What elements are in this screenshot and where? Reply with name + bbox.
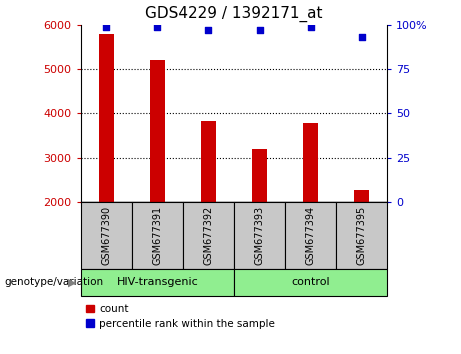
Text: control: control	[291, 277, 330, 287]
Bar	[252, 149, 267, 202]
Point	[154, 24, 161, 29]
Point	[102, 24, 110, 29]
Text: GSM677391: GSM677391	[152, 206, 162, 265]
Point	[307, 24, 314, 29]
Title: GDS4229 / 1392171_at: GDS4229 / 1392171_at	[145, 6, 323, 22]
Bar	[336, 202, 387, 269]
Bar	[354, 190, 369, 202]
Text: GSM677395: GSM677395	[357, 206, 366, 265]
Bar	[81, 269, 234, 296]
Legend: count, percentile rank within the sample: count, percentile rank within the sample	[86, 304, 275, 329]
Text: GSM677394: GSM677394	[306, 206, 316, 265]
Point	[205, 27, 212, 33]
Bar	[234, 269, 387, 296]
Bar	[201, 121, 216, 202]
Point	[256, 27, 263, 33]
Bar	[183, 202, 234, 269]
Text: GSM677393: GSM677393	[254, 206, 265, 265]
Bar	[81, 202, 132, 269]
Bar	[285, 202, 336, 269]
Bar	[99, 34, 114, 202]
Bar	[150, 60, 165, 202]
Text: GSM677392: GSM677392	[203, 206, 213, 265]
Bar	[132, 202, 183, 269]
Bar	[234, 202, 285, 269]
Text: ▶: ▶	[68, 277, 76, 287]
Text: GSM677390: GSM677390	[101, 206, 111, 265]
Bar	[303, 123, 318, 202]
Point	[358, 34, 366, 40]
Text: HIV-transgenic: HIV-transgenic	[117, 277, 198, 287]
Text: genotype/variation: genotype/variation	[5, 277, 104, 287]
